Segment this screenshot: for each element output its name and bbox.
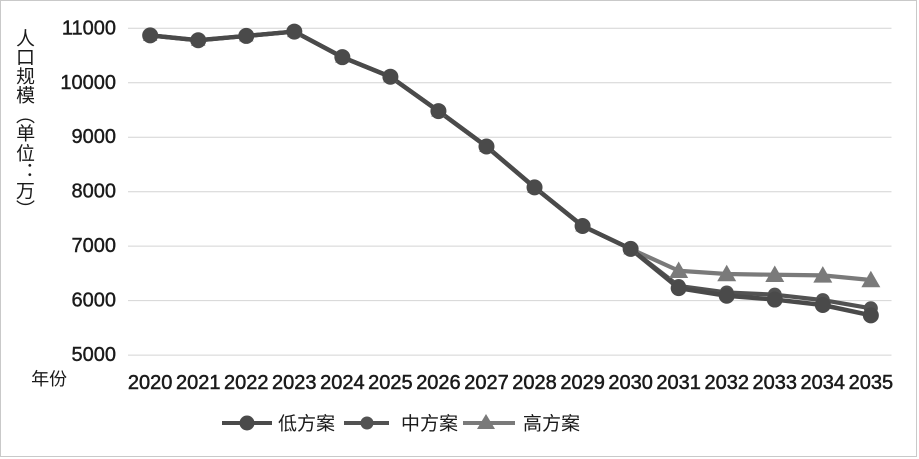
svg-text:低方案: 低方案 bbox=[278, 409, 335, 436]
svg-text:2028: 2028 bbox=[512, 372, 557, 394]
svg-text:2032: 2032 bbox=[704, 372, 749, 394]
svg-text:2023: 2023 bbox=[272, 372, 317, 394]
svg-text:2031: 2031 bbox=[656, 372, 701, 394]
svg-text:2025: 2025 bbox=[368, 372, 413, 394]
svg-text:2030: 2030 bbox=[608, 372, 653, 394]
svg-text:8000: 8000 bbox=[72, 181, 117, 203]
svg-text:11000: 11000 bbox=[62, 17, 116, 39]
svg-text:2024: 2024 bbox=[320, 372, 365, 394]
svg-text:2029: 2029 bbox=[560, 372, 605, 394]
svg-text:2022: 2022 bbox=[224, 372, 269, 394]
svg-text:2033: 2033 bbox=[753, 372, 798, 394]
svg-text:2034: 2034 bbox=[801, 372, 846, 394]
svg-text:5000: 5000 bbox=[72, 344, 117, 366]
svg-text:9000: 9000 bbox=[72, 126, 117, 148]
svg-text:6000: 6000 bbox=[72, 290, 117, 312]
svg-text:7000: 7000 bbox=[72, 235, 117, 257]
svg-text:2035: 2035 bbox=[849, 372, 894, 394]
svg-text:10000: 10000 bbox=[60, 72, 116, 94]
svg-text:2027: 2027 bbox=[464, 372, 509, 394]
svg-text:2026: 2026 bbox=[416, 372, 461, 394]
svg-text:中方案: 中方案 bbox=[401, 409, 458, 436]
svg-text:高方案: 高方案 bbox=[523, 409, 580, 436]
svg-text:2020: 2020 bbox=[128, 372, 173, 394]
svg-text:2021: 2021 bbox=[176, 372, 221, 394]
